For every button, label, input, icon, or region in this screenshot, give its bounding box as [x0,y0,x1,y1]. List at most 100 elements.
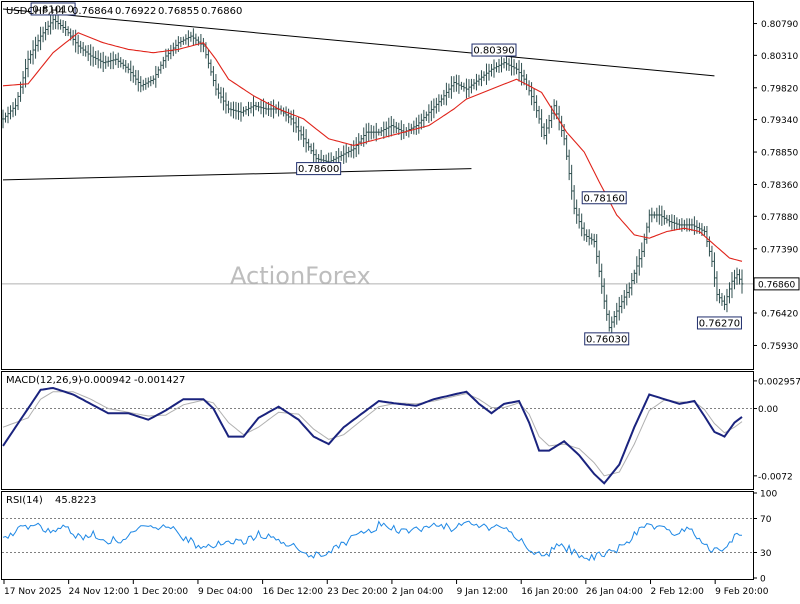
price-layer: 0.81010 0.80390 0.78600 0.78160 0.76030 0.762… [1,2,800,352]
candle [362,127,366,147]
candle [452,76,456,93]
candle [592,233,596,248]
candle [607,310,611,332]
candle [728,282,731,304]
candle [164,48,168,68]
candle [182,36,185,45]
candle [21,71,25,94]
time-axis-tick-label: 1 Dec 20:00 [133,587,188,597]
macd-axis-tick-label: -0.0072 [758,472,793,482]
candle [89,44,92,66]
candle [470,78,473,94]
candle [510,56,513,76]
candle [567,149,571,181]
candle [214,74,218,96]
candle [294,116,298,133]
annotation-box [30,2,76,16]
candle [369,124,373,140]
annotation-label: 0.76270 [699,318,740,329]
candle [587,229,591,246]
candle [600,263,604,294]
candle [580,213,583,237]
candle [304,129,308,153]
candle [615,302,619,325]
candle [374,122,378,142]
candle [515,62,518,75]
candle [457,75,461,94]
candle [257,101,260,112]
candle [11,102,15,118]
ohlc-open: 0.76864 [72,6,113,17]
candle [648,209,651,233]
macd-signal-line [2,391,743,477]
candle [517,60,521,82]
candle [352,140,356,159]
candle [507,58,511,71]
candle [242,106,245,117]
rsi-axis-tick-label: 30 [760,549,772,559]
annotation-label: 0.76030 [586,334,627,345]
candle [673,215,676,231]
candle [630,273,634,296]
candle [422,109,426,128]
candle [477,74,481,86]
annotation-label: 0.81010 [32,4,73,15]
price-annotation: 0.78160 [581,191,627,205]
candle [680,218,684,232]
time-axis-tick-label: 17 Nov 2025 [4,587,62,597]
candle [740,269,744,294]
candle [540,109,543,137]
candle [146,77,150,88]
candle [392,118,396,134]
candle [344,144,348,163]
candle [537,105,541,124]
time-axis-tick-label: 2 Feb 12:00 [651,587,705,597]
time-axis-tick-label: 9 Dec 04:00 [198,587,253,597]
price-axis-tick-label: 0.78360 [761,181,798,191]
annotation-label: 0.80390 [473,46,514,57]
candle [302,126,305,148]
candle [299,125,303,140]
price-axis-tick-label: 0.79820 [761,84,798,94]
macd-main-value: -0.000942 [80,375,131,386]
candle [432,98,436,119]
candle [36,34,40,52]
price-annotation: 0.76270 [696,316,742,330]
candle [487,63,491,81]
candle [139,76,143,93]
candle [174,39,178,54]
price-axis-tick-label: 0.80790 [761,20,798,30]
candle [710,245,714,267]
candle [575,199,578,224]
ohlc-low: 0.76855 [158,6,199,17]
candle [492,59,496,78]
candle [209,59,213,76]
candle [585,229,588,243]
candle [287,108,290,124]
candle [545,119,548,145]
candle [552,99,556,120]
candle [116,52,120,68]
candle [219,86,223,104]
candle [400,120,403,141]
candle [532,88,536,111]
pane-frames [1,1,754,580]
candle [227,100,230,114]
candle [239,102,243,122]
candle [354,137,358,158]
candle [119,57,123,68]
candle [620,294,624,314]
rsi-pane-title: RSI(14) [6,495,43,506]
macd-signal-value: -0.001427 [134,375,185,386]
candle [367,122,371,142]
candle [144,77,148,90]
candle [635,256,639,284]
annotation-label: 0.78600 [298,164,339,175]
x-axis: 17 Nov 2025 24 Nov 12:00 1 Dec 20:00 9 Dec … [3,580,769,597]
candle [480,70,483,87]
candle [312,142,315,163]
candle [379,127,383,136]
candle [189,31,193,42]
candle [547,114,551,134]
